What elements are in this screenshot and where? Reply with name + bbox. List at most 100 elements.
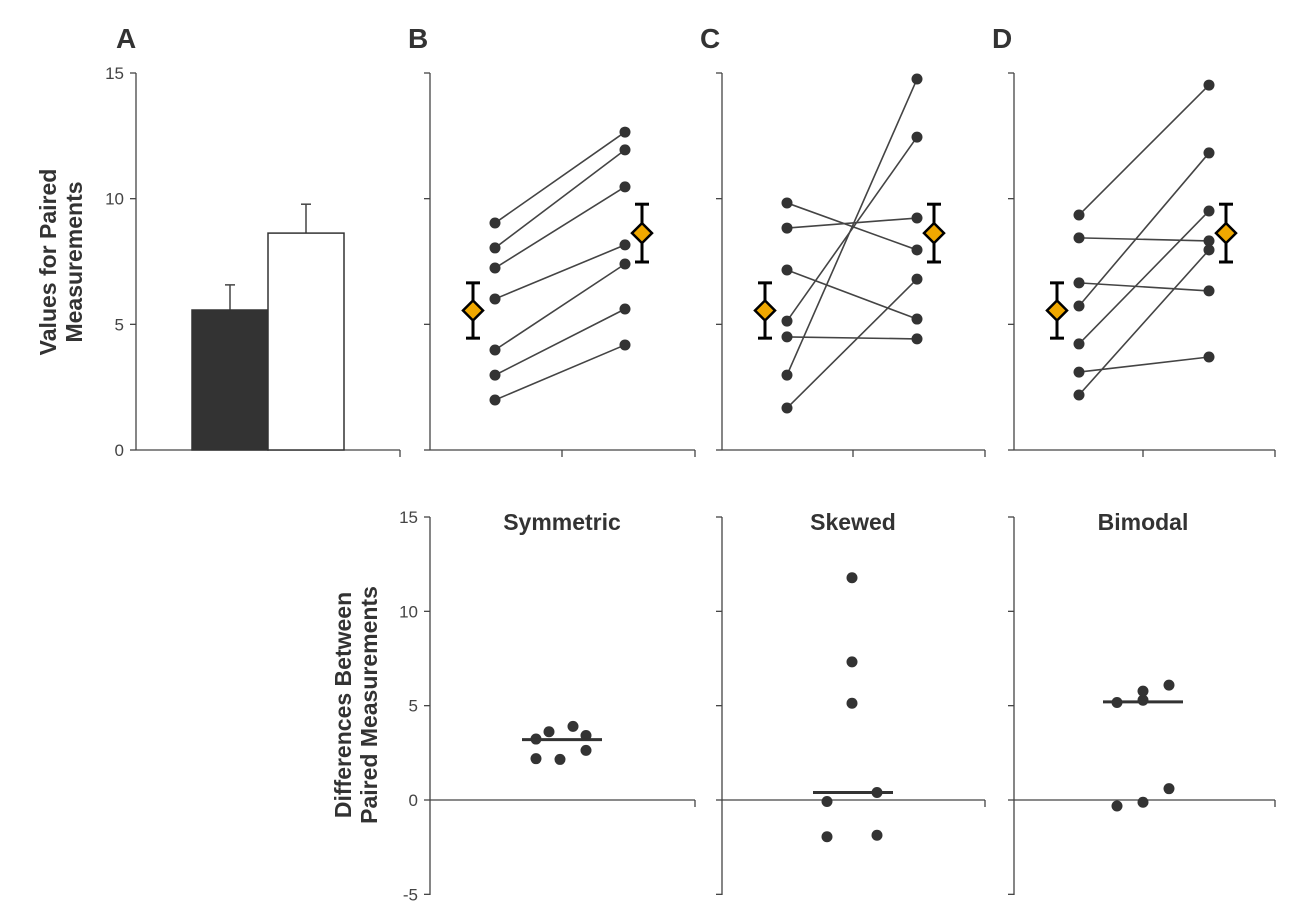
y-tick-label: 15 xyxy=(105,64,124,83)
mean-diamond xyxy=(461,298,485,323)
difference-point xyxy=(846,572,858,584)
bar xyxy=(191,309,269,451)
mean-diamond xyxy=(753,298,777,323)
panel-letter-c: C xyxy=(700,23,720,54)
data-point xyxy=(911,333,923,345)
pair-line xyxy=(1078,249,1210,396)
top-y-axis-label-line1: Values for Paired xyxy=(35,169,61,356)
difference-point xyxy=(821,831,833,843)
difference-point xyxy=(846,697,858,709)
pair-line xyxy=(786,269,918,320)
data-point xyxy=(911,73,923,85)
data-point xyxy=(489,217,501,229)
y-tick-label: 5 xyxy=(409,697,418,716)
pair-line xyxy=(494,149,626,249)
data-point xyxy=(911,273,923,285)
pair-line xyxy=(786,136,918,322)
pair-line xyxy=(494,186,626,269)
pair-line xyxy=(494,344,626,401)
difference-point xyxy=(567,720,579,732)
pair-line xyxy=(786,336,918,340)
title-symmetric: Symmetric xyxy=(503,509,621,535)
pair-line xyxy=(1078,152,1210,307)
pair-line xyxy=(786,278,918,409)
data-point xyxy=(619,126,631,138)
data-point xyxy=(1073,366,1085,378)
difference-point xyxy=(1111,800,1123,812)
y-tick-label: 10 xyxy=(105,190,124,209)
data-point xyxy=(489,262,501,274)
data-point xyxy=(781,369,793,381)
data-point xyxy=(781,197,793,209)
data-point xyxy=(781,222,793,234)
difference-point xyxy=(1163,679,1175,691)
pair-line xyxy=(1078,210,1210,345)
difference-point xyxy=(871,829,883,841)
data-point xyxy=(781,264,793,276)
data-point xyxy=(489,344,501,356)
data-point xyxy=(1203,79,1215,91)
y-tick-label: 0 xyxy=(409,791,418,810)
data-point xyxy=(781,315,793,327)
bar xyxy=(267,232,345,451)
mean-diamond xyxy=(1214,221,1238,245)
mean-diamond xyxy=(922,221,946,245)
data-point xyxy=(1073,300,1085,312)
pair-line xyxy=(494,131,626,224)
data-point xyxy=(619,303,631,315)
pair-line xyxy=(786,217,918,229)
difference-point xyxy=(821,796,833,808)
data-point xyxy=(1203,285,1215,297)
data-point xyxy=(489,242,501,254)
data-point xyxy=(1203,147,1215,159)
difference-point xyxy=(543,726,555,738)
difference-point xyxy=(580,744,592,756)
data-point xyxy=(489,369,501,381)
y-tick-label: 15 xyxy=(399,508,418,527)
pair-line xyxy=(786,78,918,376)
data-point xyxy=(1073,209,1085,221)
panel-letter-d: D xyxy=(992,23,1012,54)
data-point xyxy=(781,331,793,343)
title-bimodal: Bimodal xyxy=(1098,509,1189,535)
pair-line xyxy=(494,263,626,351)
data-point xyxy=(911,212,923,224)
title-skewed: Skewed xyxy=(810,509,896,535)
data-point xyxy=(1073,338,1085,350)
data-point xyxy=(1073,232,1085,244)
data-point xyxy=(619,258,631,270)
pair-line xyxy=(494,308,626,376)
data-point xyxy=(1073,389,1085,401)
pair-line xyxy=(494,244,626,300)
data-point xyxy=(619,181,631,193)
panel-letter-b: B xyxy=(408,23,428,54)
top-y-axis-label-line2: Measurements xyxy=(61,181,87,342)
y-tick-label: 0 xyxy=(115,441,124,460)
difference-point xyxy=(1163,783,1175,795)
data-point xyxy=(911,313,923,325)
data-point xyxy=(489,293,501,305)
bottom-y-axis-label-line2: Paired Measurements xyxy=(356,586,382,824)
y-tick-label: 10 xyxy=(399,602,418,621)
bottom-y-axis-label-line1: Differences Between xyxy=(330,592,356,818)
difference-point xyxy=(1137,796,1149,808)
pair-line xyxy=(1078,356,1210,373)
pair-line xyxy=(1078,282,1210,292)
pair-line xyxy=(1078,84,1210,216)
data-point xyxy=(781,402,793,414)
data-point xyxy=(619,239,631,251)
data-point xyxy=(619,144,631,156)
data-point xyxy=(489,394,501,406)
panel-letter-a: A xyxy=(116,23,136,54)
data-point xyxy=(1203,205,1215,217)
data-point xyxy=(619,339,631,351)
mean-diamond xyxy=(630,221,654,245)
data-point xyxy=(1203,235,1215,247)
difference-point xyxy=(554,753,566,765)
data-point xyxy=(1203,244,1215,256)
mean-diamond xyxy=(1045,298,1069,323)
difference-point xyxy=(1137,685,1149,697)
y-tick-label: -5 xyxy=(403,885,418,904)
